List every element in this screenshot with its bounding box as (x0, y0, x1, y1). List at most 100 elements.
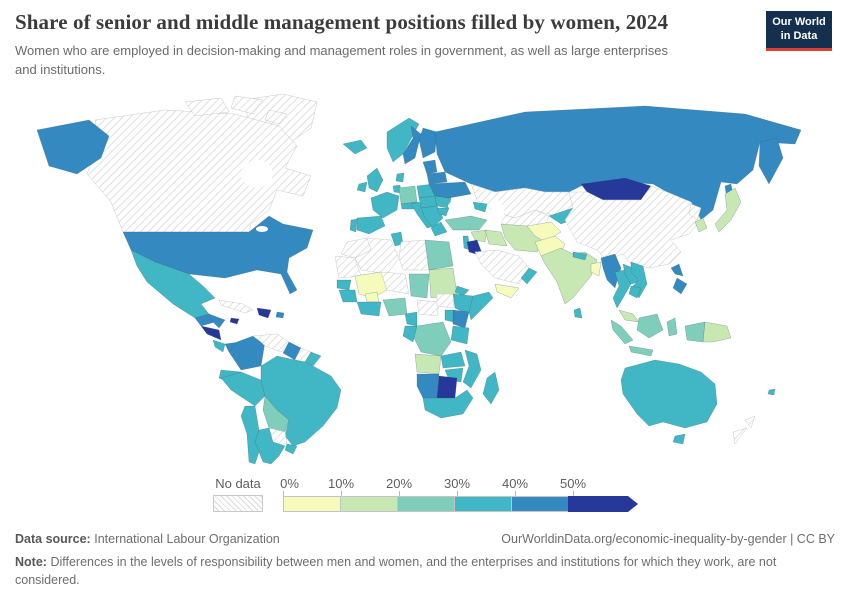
country-australia[interactable] (620, 359, 718, 429)
country-indonesia-java[interactable] (628, 345, 654, 357)
country-central-african-republic[interactable] (416, 299, 440, 317)
country-libya[interactable] (398, 239, 430, 271)
country-dr-congo[interactable] (412, 321, 452, 357)
country-nigeria[interactable] (382, 297, 408, 317)
country-france[interactable] (370, 191, 400, 219)
legend-bin-10-20[interactable] (340, 496, 398, 512)
country-dominican-republic[interactable] (256, 307, 272, 319)
country-canada-arctic-islands[interactable] (230, 95, 264, 115)
owid-logo[interactable]: Our World in Data (766, 11, 832, 51)
country-cuba[interactable] (218, 299, 254, 314)
country-oman[interactable] (520, 267, 538, 285)
country-alaska[interactable] (36, 119, 110, 175)
legend-no-data-swatch[interactable] (213, 495, 263, 512)
country-cote-divoire-ghana[interactable] (356, 301, 382, 317)
country-iraq[interactable] (484, 229, 508, 247)
legend-no-data[interactable]: No data (213, 476, 263, 512)
country-germany[interactable] (398, 185, 418, 205)
country-new-zealand-south[interactable] (732, 427, 748, 445)
country-uruguay[interactable] (284, 443, 298, 455)
country-balkans[interactable] (420, 205, 444, 229)
country-angola[interactable] (414, 353, 442, 375)
country-sudan[interactable] (428, 267, 458, 299)
country-botswana[interactable] (436, 375, 458, 399)
country-united-states[interactable] (122, 215, 314, 295)
country-china[interactable] (564, 185, 702, 269)
country-honduras[interactable] (208, 313, 226, 329)
country-somalia[interactable] (468, 291, 494, 321)
country-bangladesh[interactable] (590, 261, 602, 277)
legend-bin-20-30[interactable] (397, 496, 455, 512)
country-indonesia-west-papua[interactable] (684, 321, 706, 343)
country-algeria[interactable] (354, 237, 400, 275)
country-new-zealand-north[interactable] (744, 415, 756, 429)
country-mexico[interactable] (130, 249, 216, 319)
country-united-kingdom[interactable] (366, 167, 384, 193)
country-guinea[interactable] (338, 289, 358, 303)
legend-bin-30-40[interactable] (454, 496, 512, 512)
country-finland[interactable] (418, 127, 438, 159)
legend-bin-50-plus[interactable] (568, 496, 638, 512)
country-jamaica[interactable] (229, 317, 240, 325)
country-mali[interactable] (354, 271, 388, 299)
country-nicaragua[interactable] (200, 325, 222, 341)
country-india[interactable] (540, 247, 598, 305)
country-madagascar[interactable] (482, 371, 500, 405)
country-indonesia-sulawesi[interactable] (666, 317, 678, 337)
legend-bin-0-10[interactable] (283, 496, 341, 512)
country-nepal[interactable] (572, 251, 588, 261)
country-chad[interactable] (408, 273, 430, 299)
country-iceland[interactable] (342, 139, 368, 155)
country-sri-lanka[interactable] (573, 307, 583, 319)
country-syria[interactable] (470, 229, 488, 243)
country-tasmania[interactable] (672, 433, 686, 445)
country-georgia-azerbaijan[interactable] (472, 201, 488, 213)
country-baltic-states[interactable] (422, 159, 438, 175)
country-papua-new-guinea[interactable] (702, 321, 732, 343)
country-south-sudan[interactable] (436, 293, 456, 309)
country-canada-arctic-islands[interactable] (264, 109, 288, 125)
country-ukraine[interactable] (428, 181, 472, 199)
country-tanzania[interactable] (450, 325, 470, 345)
country-chile[interactable] (240, 405, 260, 465)
country-myanmar[interactable] (600, 253, 622, 289)
country-indonesia-borneo[interactable] (636, 313, 664, 339)
country-cambodia[interactable] (628, 285, 642, 299)
country-south-korea[interactable] (694, 217, 708, 233)
country-canada[interactable] (86, 109, 312, 233)
country-canada-arctic-islands[interactable] (184, 97, 230, 117)
country-kenya[interactable] (452, 309, 470, 329)
country-cameroon[interactable] (404, 311, 418, 327)
legend-bin-40-50[interactable] (511, 496, 569, 512)
country-spain[interactable] (356, 215, 386, 235)
country-uganda[interactable] (444, 309, 454, 323)
country-senegal[interactable] (336, 279, 352, 291)
country-egypt[interactable] (424, 239, 454, 271)
country-niger[interactable] (380, 271, 410, 295)
country-ireland[interactable] (356, 181, 368, 193)
country-puerto-rico[interactable] (275, 311, 285, 319)
country-denmark[interactable] (395, 172, 405, 183)
country-philippines-south[interactable] (672, 277, 688, 295)
country-peru[interactable] (220, 371, 266, 407)
country-mozambique[interactable] (462, 349, 482, 389)
country-belarus[interactable] (426, 171, 448, 185)
country-venezuela[interactable] (252, 333, 290, 353)
country-indonesia-sumatra[interactable] (610, 319, 634, 345)
country-greece[interactable] (430, 221, 448, 237)
country-turkey[interactable] (444, 215, 488, 231)
country-japan[interactable] (714, 187, 742, 233)
country-south-africa[interactable] (422, 389, 474, 419)
country-portugal[interactable] (349, 218, 358, 233)
country-burkina-faso[interactable] (364, 291, 380, 303)
country-north-korea[interactable] (688, 203, 702, 221)
country-yemen[interactable] (494, 283, 520, 299)
country-saudi-arabia[interactable] (474, 249, 530, 285)
country-namibia[interactable] (416, 373, 440, 401)
country-argentina[interactable] (254, 427, 286, 465)
country-fiji[interactable] (767, 388, 776, 396)
country-philippines[interactable] (670, 263, 684, 277)
country-congo-gabon[interactable] (402, 325, 418, 343)
country-zambia[interactable] (440, 351, 466, 369)
country-costa-rica[interactable] (212, 339, 226, 353)
